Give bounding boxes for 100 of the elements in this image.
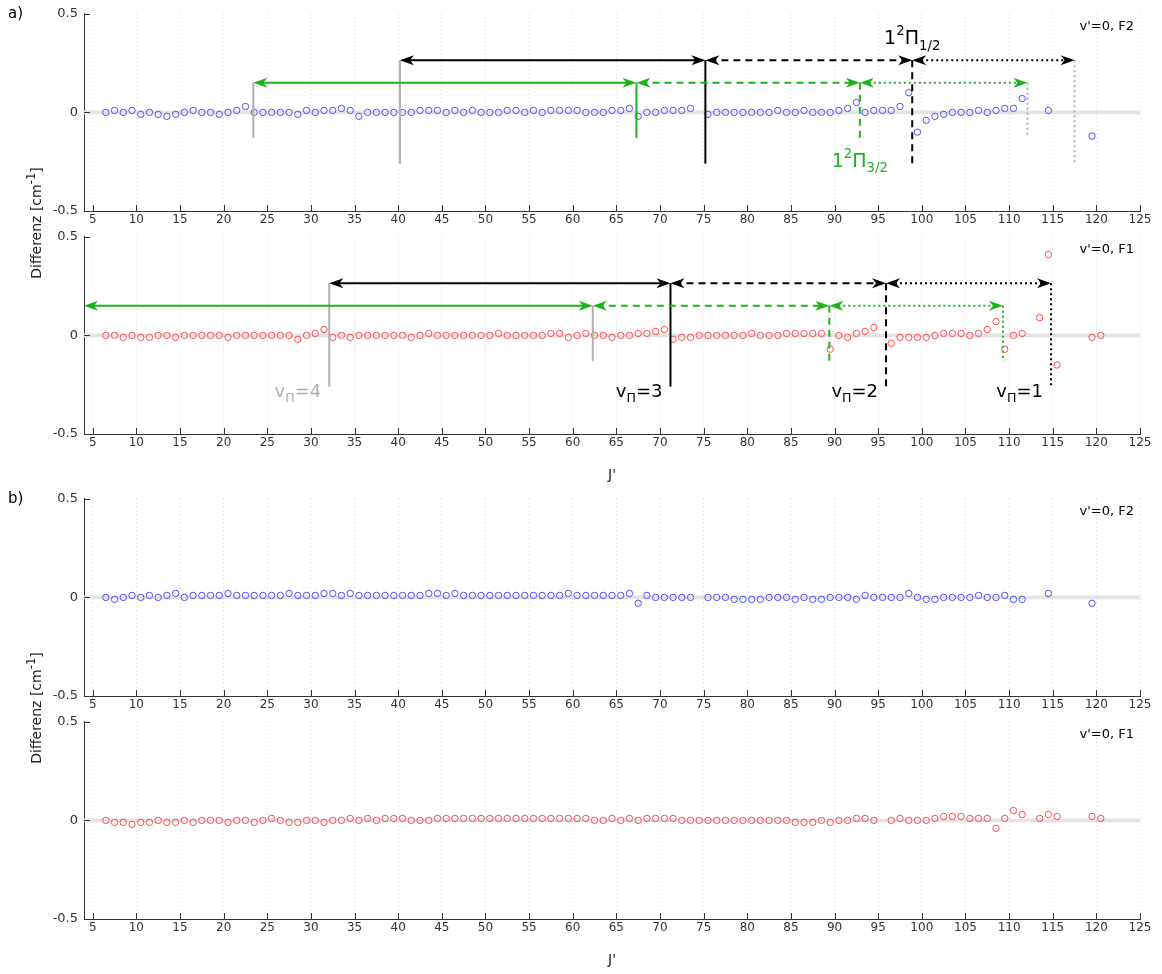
x-tick-label: 5 (88, 435, 97, 450)
x-tick-label: 30 (303, 212, 319, 227)
x-tick-label: 80 (739, 212, 755, 227)
x-tick-label: 85 (783, 697, 799, 712)
x-tick-label: 35 (346, 920, 363, 935)
x-tick-label: 105 (954, 920, 977, 935)
x-tick-label: 60 (565, 212, 581, 227)
x-tick-label: 45 (434, 435, 450, 450)
x-tick-label: 75 (696, 212, 712, 227)
y-tick-label: 0.5 (57, 228, 78, 244)
x-tick-label: 75 (696, 920, 712, 935)
x-tick-label: 55 (521, 697, 537, 712)
chart-title: a) (8, 4, 24, 22)
x-tick-label: 120 (1084, 212, 1108, 227)
x-tick-label: 70 (652, 697, 668, 712)
x-tick-label: 115 (1041, 212, 1065, 227)
x-tick-label: 50 (477, 920, 494, 935)
x-tick-label: 20 (216, 920, 232, 935)
x-tick-label: 100 (910, 435, 934, 450)
x-tick-label: 70 (652, 212, 668, 227)
x-tick-label: 80 (739, 697, 755, 712)
x-tick-label: 10 (128, 435, 144, 450)
x-tick-label: 40 (390, 697, 406, 712)
x-tick-label: 10 (128, 920, 144, 935)
x-tick-label: 95 (870, 435, 886, 450)
y-tick-label: -0.5 (52, 425, 78, 441)
y-tick-label: 0 (69, 326, 78, 342)
x-tick-label: 85 (783, 212, 799, 227)
x-tick-label: 105 (954, 212, 977, 227)
x-tick-label: 110 (997, 212, 1021, 227)
x-tick-label: 100 (910, 212, 934, 227)
x-tick-label: 15 (172, 435, 188, 450)
x-tick-label: 35 (346, 212, 363, 227)
x-tick-label: 25 (259, 697, 275, 712)
x-tick-label: 5 (88, 697, 97, 712)
y-tick-label: 0 (69, 811, 78, 827)
x-tick-label: 40 (390, 212, 406, 227)
x-tick-label: 55 (521, 212, 537, 227)
x-tick-label: 15 (172, 212, 188, 227)
x-tick-label: 45 (434, 697, 450, 712)
chart-subtitle: v'=0, F2 (1079, 18, 1135, 34)
x-tick-label: 65 (608, 212, 624, 227)
x-tick-label: 60 (565, 435, 581, 450)
x-tick-label: 40 (390, 920, 406, 935)
x-tick-label: 100 (910, 920, 934, 935)
x-tick-label: 15 (172, 920, 188, 935)
y-tick-label: 0 (69, 588, 78, 604)
x-tick-label: 30 (303, 920, 319, 935)
x-tick-label: 25 (259, 212, 275, 227)
x-tick-label: 110 (997, 697, 1021, 712)
x-tick-label: 50 (477, 212, 494, 227)
x-tick-label: 125 (1128, 697, 1152, 712)
x-tick-label: 55 (521, 920, 537, 935)
x-tick-label: 120 (1084, 920, 1108, 935)
y-tick-label: -0.5 (52, 202, 78, 218)
chart-subtitle: v'=0, F1 (1079, 241, 1135, 257)
x-tick-label: 105 (954, 435, 977, 450)
chart-subtitle: v'=0, F1 (1079, 726, 1135, 742)
x-tick-label: 125 (1128, 920, 1152, 935)
x-tick-label: 55 (521, 435, 537, 450)
x-tick-label: 5 (88, 212, 97, 227)
y-tick-label: -0.5 (52, 910, 78, 926)
x-tick-label: 45 (434, 920, 450, 935)
x-tick-label: 100 (910, 697, 934, 712)
x-tick-label: 20 (216, 435, 232, 450)
x-tick-label: 30 (303, 697, 319, 712)
x-tick-label: 75 (696, 435, 712, 450)
chart-subtitle: v'=0, F2 (1079, 503, 1135, 519)
x-tick-label: 95 (870, 212, 886, 227)
x-tick-label: 125 (1128, 435, 1152, 450)
x-tick-label: 90 (826, 697, 843, 712)
x-tick-label: 20 (216, 697, 232, 712)
x-tick-label: 70 (652, 435, 668, 450)
x-tick-label: 110 (997, 435, 1021, 450)
x-tick-label: 60 (565, 697, 581, 712)
x-tick-label: 65 (608, 920, 624, 935)
x-tick-label: 125 (1128, 212, 1152, 227)
y-tick-label: 0.5 (57, 5, 78, 21)
x-tick-label: 10 (128, 212, 144, 227)
x-tick-label: 40 (390, 435, 406, 450)
x-tick-label: 50 (477, 697, 494, 712)
x-tick-label: 120 (1084, 697, 1108, 712)
x-axis-title: J' (608, 466, 616, 482)
x-tick-label: 90 (826, 212, 843, 227)
x-tick-label: 20 (216, 212, 232, 227)
x-tick-label: 70 (652, 920, 668, 935)
x-tick-label: 95 (870, 920, 886, 935)
x-tick-label: 25 (259, 920, 275, 935)
x-tick-label: 115 (1041, 435, 1065, 450)
x-tick-label: 25 (259, 435, 275, 450)
y-tick-label: 0.5 (57, 713, 78, 729)
x-tick-label: 50 (477, 435, 494, 450)
x-tick-label: 90 (826, 435, 843, 450)
x-tick-label: 80 (739, 920, 755, 935)
x-tick-label: 10 (128, 697, 144, 712)
x-tick-label: 85 (783, 920, 799, 935)
x-tick-label: 115 (1041, 920, 1065, 935)
x-tick-label: 35 (346, 697, 363, 712)
y-tick-label: 0 (69, 103, 78, 119)
y-tick-label: -0.5 (52, 687, 78, 703)
